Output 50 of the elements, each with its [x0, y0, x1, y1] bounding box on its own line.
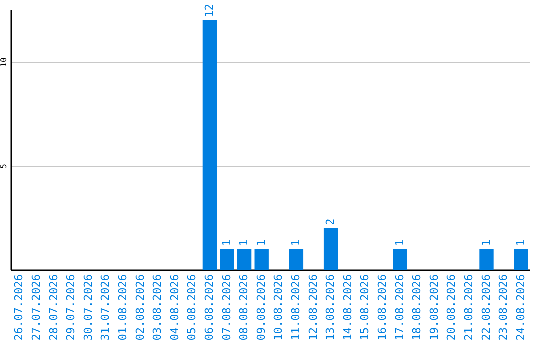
x-tick-label: 21.08.2026 [462, 274, 476, 340]
x-tick-label: 07.08.2026 [220, 274, 234, 340]
x-tick-label: 09.08.2026 [254, 274, 268, 340]
x-tick-label: 10.08.2026 [272, 274, 286, 340]
x-tick-label: 27.07.2026 [30, 274, 43, 340]
x-tick-label: 04.08.2026 [168, 274, 182, 340]
bar [237, 249, 252, 270]
x-tick-label: 18.08.2026 [410, 274, 424, 340]
x-tick-label: 24.08.2026 [514, 274, 528, 340]
x-tick-label: 16.08.2026 [376, 274, 389, 340]
x-tick-label: 06.08.2026 [202, 274, 216, 340]
bar [202, 20, 218, 270]
data-label: 1 [238, 240, 251, 246]
data-label: 1 [514, 240, 528, 246]
y-tick-label: 5 [0, 164, 8, 169]
bar [480, 249, 494, 270]
data-label: 1 [254, 240, 268, 246]
x-tick-label: 20.08.2026 [445, 274, 458, 340]
x-tick-label: 26.07.2026 [12, 274, 26, 340]
data-label: 1 [480, 240, 493, 246]
bar [514, 249, 528, 270]
data-label: 1 [220, 240, 234, 246]
bar [220, 249, 234, 270]
x-tick-label: 29.07.2026 [64, 274, 78, 340]
data-label: 1 [393, 240, 406, 246]
x-tick-label: 12.08.2026 [306, 274, 320, 340]
x-tick-label: 02.08.2026 [134, 274, 147, 340]
data-label: 12 [202, 4, 216, 18]
x-tick-label: 17.08.2026 [393, 274, 406, 340]
x-tick-label: 23.08.2026 [497, 274, 510, 340]
bar [393, 249, 408, 270]
x-tick-label: 28.07.2026 [47, 274, 60, 340]
data-label: 2 [324, 218, 338, 226]
y-tick-label: 10 [0, 58, 8, 68]
bar [324, 228, 338, 270]
data-label: 1 [289, 240, 302, 246]
x-tick-label: 19.08.2026 [428, 274, 441, 340]
x-tick-label: 05.08.2026 [186, 274, 199, 340]
x-tick-label: 22.08.2026 [480, 274, 493, 340]
x-tick-label: 03.08.2026 [151, 274, 164, 340]
x-tick-label: 15.08.2026 [358, 274, 372, 340]
x-tick-label: 31.07.2026 [99, 274, 112, 340]
bar [289, 249, 304, 270]
x-tick-label: 11.08.2026 [289, 274, 302, 340]
bar [254, 249, 269, 270]
x-tick-label: 30.07.2026 [82, 274, 95, 340]
x-tick-label: 13.08.2026 [324, 274, 338, 340]
x-tick-label: 01.08.2026 [116, 274, 130, 340]
x-tick-label: 08.08.2026 [238, 274, 251, 340]
x-tick-label: 14.08.2026 [341, 274, 354, 340]
